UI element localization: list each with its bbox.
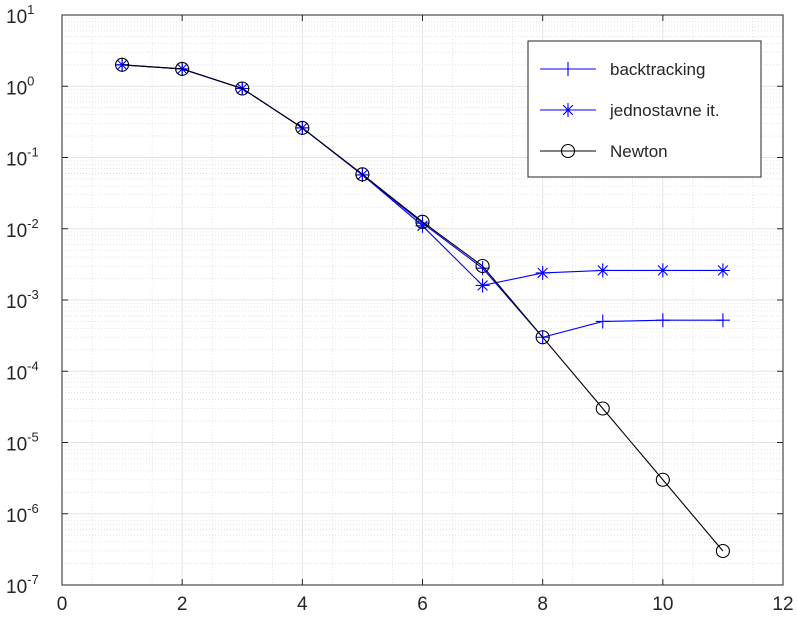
legend-entry: Newton <box>540 142 668 161</box>
asterisk-marker <box>415 218 430 233</box>
circle-marker <box>715 543 730 559</box>
y-tick-label: 101 <box>6 2 34 28</box>
asterisk-marker <box>535 265 550 280</box>
y-tick-label: 10-1 <box>6 145 39 171</box>
plus-marker <box>715 313 730 328</box>
legend-label: Newton <box>610 142 668 161</box>
circle-marker <box>355 167 370 182</box>
y-tick-label: 10-6 <box>6 501 39 527</box>
circle-marker <box>535 330 550 345</box>
x-tick-label: 8 <box>537 594 548 615</box>
circle-marker <box>475 258 490 274</box>
asterisk-marker <box>475 278 490 293</box>
series-line <box>122 64 724 552</box>
circle-marker <box>115 57 130 72</box>
major-grid <box>62 15 783 585</box>
series-layer <box>115 57 730 559</box>
x-tick-label: 0 <box>57 594 68 615</box>
y-tick-label: 10-4 <box>6 358 39 384</box>
axis-ticks <box>61 14 784 586</box>
asterisk-marker <box>561 103 575 117</box>
y-tick-label: 10-5 <box>6 430 39 456</box>
legend-entry: backtracking <box>540 60 705 79</box>
plus-marker <box>561 62 575 76</box>
y-tick-label: 10-3 <box>6 287 39 313</box>
circle-marker <box>295 120 310 135</box>
y-tick-label: 10-7 <box>6 572 39 598</box>
plus-marker <box>595 314 610 329</box>
circle-marker <box>595 401 610 416</box>
plus-marker <box>655 313 670 328</box>
circle-marker <box>655 472 670 487</box>
y-tick-label: 100 <box>6 73 34 99</box>
circle-marker <box>560 143 576 159</box>
legend-label: backtracking <box>610 60 705 79</box>
circle-marker <box>415 214 430 229</box>
x-tick-label: 10 <box>652 594 673 615</box>
x-axis-tick-labels: 0 2 4 6 8 10 12 <box>57 594 794 615</box>
circle-marker <box>175 61 190 76</box>
x-tick-label: 2 <box>177 594 188 615</box>
legend-label: jednostavne it. <box>609 101 720 120</box>
y-tick-label: 10-2 <box>6 216 39 242</box>
x-tick-label: 12 <box>772 594 793 615</box>
asterisk-marker <box>715 263 730 278</box>
legend-entry: jednostavne it. <box>540 101 720 120</box>
asterisk-marker <box>655 263 670 278</box>
circle-marker <box>235 81 250 96</box>
x-tick-label: 6 <box>417 594 428 615</box>
asterisk-marker <box>595 263 610 278</box>
y-axis-tick-labels: 101 100 10-1 10-2 10-3 10-4 10-5 10-6 10-7 <box>6 2 39 598</box>
x-tick-label: 4 <box>297 594 308 615</box>
series-newton <box>115 57 730 559</box>
legend: backtracking jednostavne it. Newton <box>527 40 762 178</box>
